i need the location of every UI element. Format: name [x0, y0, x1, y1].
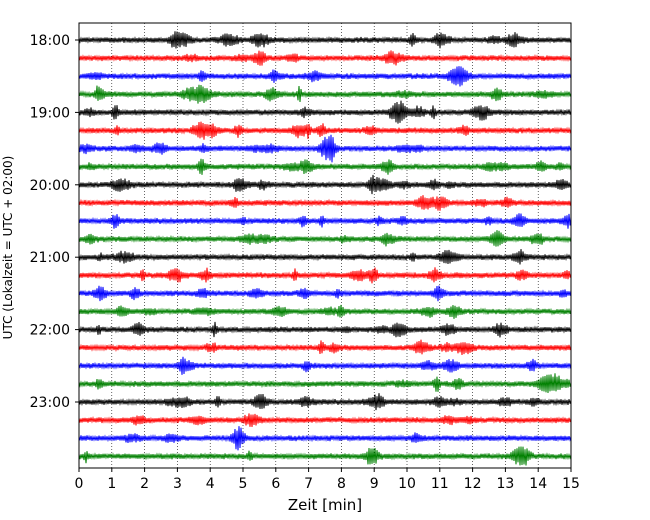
- y-tick-label: 23:00: [30, 395, 70, 411]
- y-tick-label: 22:00: [30, 323, 70, 339]
- x-tick-label: 14: [529, 476, 547, 492]
- trace-2345: [78, 446, 572, 466]
- y-tick-label: 21:00: [30, 250, 70, 266]
- vertical-grid: [111, 23, 539, 468]
- trace-2130: [78, 285, 572, 302]
- plot-frame: [78, 22, 572, 469]
- trace-2215: [78, 339, 572, 356]
- x-axis-label: Zeit [min]: [288, 496, 362, 514]
- x-tick-label: 13: [496, 476, 514, 492]
- trace-1900: [78, 100, 572, 124]
- x-axis-ticks: 0 1 2 3 4 5 6 7 8 9 10 11 12 13 14 15: [75, 468, 580, 492]
- x-tick-label: 7: [304, 476, 313, 492]
- y-tick-label: 19:00: [30, 105, 70, 121]
- trace-2200: [78, 321, 572, 338]
- x-tick-label: 11: [431, 476, 449, 492]
- trace-2015: [78, 195, 572, 211]
- trace-2100: [78, 249, 572, 265]
- trace-1915: [78, 121, 572, 140]
- y-axis-label: UTC (Lokalzeit = UTC + 02:00): [1, 156, 15, 340]
- x-tick-label: 3: [173, 476, 182, 492]
- x-tick-label: 9: [370, 476, 379, 492]
- trace-2030: [78, 213, 572, 229]
- x-tick-label: 1: [107, 476, 116, 492]
- trace-1830: [78, 66, 572, 87]
- trace-1845: [78, 84, 572, 104]
- y-tick-label: 20:00: [30, 178, 70, 194]
- trace-2300: [78, 393, 572, 411]
- x-tick-label: 15: [562, 476, 580, 492]
- trace-2145: [78, 304, 572, 319]
- trace-1930: [78, 134, 572, 163]
- x-tick-label: 6: [271, 476, 280, 492]
- trace-2115: [78, 267, 572, 284]
- y-tick-label: 18:00: [30, 33, 70, 49]
- trace-2245: [78, 373, 572, 394]
- x-tick-label: 8: [337, 476, 346, 492]
- trace-2045: [78, 230, 572, 247]
- seismogram-traces: [78, 31, 572, 466]
- trace-2315: [78, 413, 572, 427]
- x-tick-label: 0: [75, 476, 84, 492]
- trace-2330: [78, 426, 572, 451]
- x-tick-label: 5: [239, 476, 248, 492]
- x-tick-label: 2: [140, 476, 149, 492]
- y-axis-ticks: 18:00 19:00 20:00 21:00 22:00 23:00: [30, 33, 79, 411]
- trace-2000: [78, 174, 572, 195]
- trace-1945: [78, 158, 572, 175]
- trace-1815: [78, 50, 572, 66]
- x-tick-label: 4: [206, 476, 215, 492]
- x-tick-label: 12: [464, 476, 482, 492]
- x-tick-label: 10: [398, 476, 416, 492]
- trace-2230: [78, 356, 572, 375]
- trace-1800: [78, 31, 572, 49]
